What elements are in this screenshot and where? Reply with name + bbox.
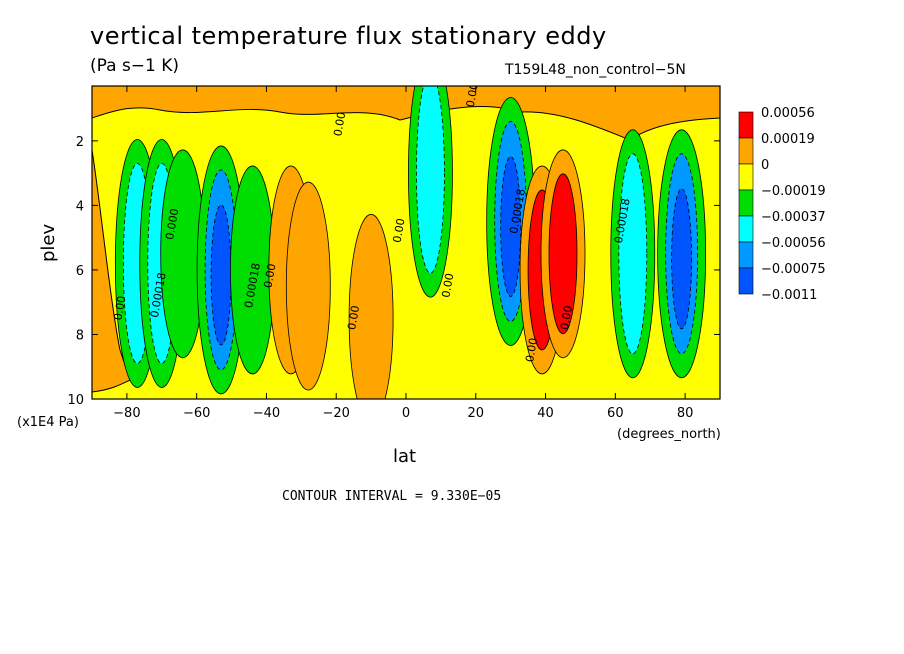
- feature-core-12: [618, 153, 648, 355]
- y-tick-label-2: 6: [76, 264, 84, 279]
- plot-area: 0.000.000.000.000.000.000.000.00018 0.000…: [92, 82, 720, 399]
- feature-outer-7: [348, 213, 394, 399]
- legend-swatch-3: [738, 189, 754, 217]
- contour-label-13: 0.000: [163, 208, 181, 241]
- x-axis-label: lat: [393, 446, 417, 467]
- x-tick-label-4: 0: [402, 406, 410, 421]
- contour-label-5: 0.00: [523, 337, 540, 363]
- contour-label-11: 0.00: [111, 295, 128, 321]
- contour-label-0: 0.00: [464, 82, 481, 108]
- y-tick-label-1: 4: [76, 199, 84, 214]
- axes: −80 −60 −40 −20 0 20 40 60 80 2 4 6 8 10: [67, 86, 720, 421]
- contour-label-6: 0.00: [558, 305, 575, 331]
- legend-level-0: 0.00056: [761, 106, 815, 121]
- x-tick-label-0: −80: [113, 406, 140, 421]
- feature-core-11: [548, 173, 578, 335]
- x-tick-label-3: −20: [323, 406, 350, 421]
- x-tick-label-2: −40: [253, 406, 280, 421]
- contour-label-2: 0.00: [391, 217, 408, 243]
- legend-level-7: −0.0011: [761, 288, 817, 303]
- contour-interval: CONTOUR INTERVAL = 9.330E−05: [282, 489, 502, 504]
- feature-outer-6: [285, 181, 331, 391]
- x-tick-label-7: 60: [607, 406, 624, 421]
- feature-peak-3: [210, 204, 232, 346]
- contour-label-3: 0.00: [439, 272, 456, 298]
- legend-level-1: 0.00019: [761, 132, 815, 147]
- legend: 0.00056 0.00019 0 −0.00019 −0.00037 −0.00056 −…: [738, 106, 826, 303]
- x-tick-label-8: 80: [677, 406, 694, 421]
- legend-swatch-2: [738, 163, 754, 191]
- x-tick-label-6: 40: [537, 406, 554, 421]
- legend-level-3: −0.00019: [761, 184, 826, 199]
- legend-level-6: −0.00075: [761, 262, 826, 277]
- x-tick-label-1: −60: [183, 406, 210, 421]
- y-axis-units: (x1E4 Pa): [17, 415, 79, 430]
- legend-level-4: −0.00037: [761, 210, 826, 225]
- y-tick-label-4: 10: [67, 393, 84, 408]
- feature-peak-13: [671, 188, 693, 330]
- legend-swatch-1: [738, 137, 754, 165]
- contour-label-4: 0.00: [345, 305, 362, 331]
- legend-level-5: −0.00056: [761, 236, 826, 251]
- legend-swatch-5: [738, 241, 754, 269]
- chart-units: (Pa s−1 K): [90, 56, 180, 76]
- feature-peak-9: [500, 156, 522, 297]
- southern-edge-positive: [92, 149, 131, 393]
- chart-title: vertical temperature flux stationary edd…: [90, 22, 607, 50]
- legend-swatch-4: [738, 215, 754, 243]
- legend-swatch-6: [738, 267, 754, 295]
- legend-level-2: 0: [761, 158, 769, 173]
- run-label: T159L48_non_control−5N: [505, 62, 686, 78]
- legend-swatch-0: [738, 111, 754, 139]
- x-tick-label-5: 20: [468, 406, 485, 421]
- y-tick-label-3: 8: [76, 328, 84, 343]
- contour-label-12: 0.00: [261, 263, 278, 289]
- feature-core-8: [416, 86, 445, 274]
- contour-label-1: 0.00: [331, 111, 348, 137]
- x-axis-units: (degrees_north): [617, 427, 721, 442]
- y-tick-label-0: 2: [76, 135, 84, 150]
